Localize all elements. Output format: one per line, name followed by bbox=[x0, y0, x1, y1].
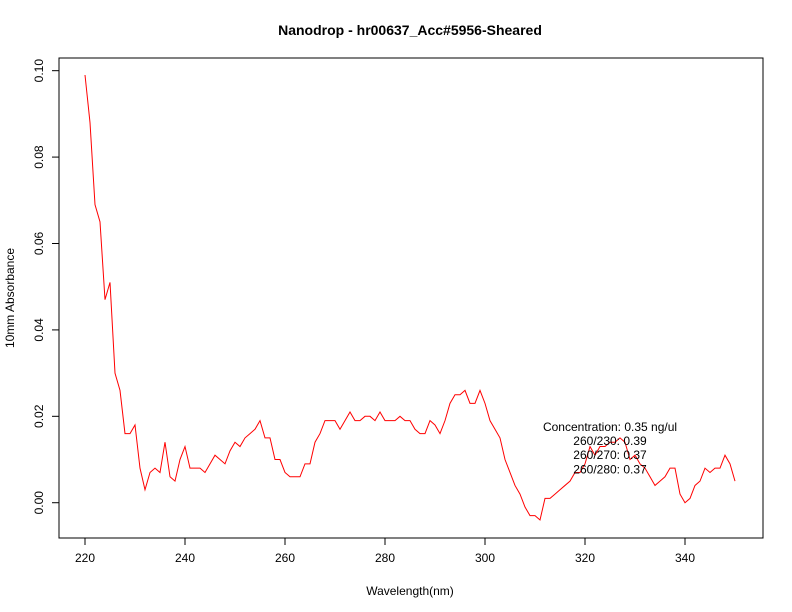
x-tick-label-300: 300 bbox=[475, 551, 495, 565]
x-tick-label-320: 320 bbox=[575, 551, 595, 565]
x-axis-label: Wavelength(nm) bbox=[366, 584, 454, 598]
chart-title: Nanodrop - hr00637_Acc#5956-Sheared bbox=[278, 22, 542, 38]
y-axis-label: 10mm Absorbance bbox=[3, 248, 17, 348]
y-axis: 0.00 0.02 0.04 0.06 0.08 0.10 bbox=[32, 59, 59, 515]
y-tick-label-0: 0.00 bbox=[32, 491, 46, 515]
x-tick-label-240: 240 bbox=[175, 551, 195, 565]
y-tick-label-5: 0.10 bbox=[32, 59, 46, 83]
x-tick-label-340: 340 bbox=[675, 551, 695, 565]
y-tick-label-2: 0.04 bbox=[32, 318, 46, 342]
annotation-1: 260/230: 0.39 bbox=[573, 434, 647, 448]
absorbance-line bbox=[84, 74, 736, 521]
x-tick-label-220: 220 bbox=[75, 551, 95, 565]
y-tick-label-4: 0.08 bbox=[32, 145, 46, 169]
annotation-2: 260/270: 0.37 bbox=[573, 448, 647, 462]
annotation-0: Concentration: 0.35 ng/ul bbox=[543, 420, 677, 434]
series-layer bbox=[84, 74, 736, 521]
y-tick-label-1: 0.02 bbox=[32, 404, 46, 428]
y-tick-label-3: 0.06 bbox=[32, 231, 46, 255]
plot-frame bbox=[58, 57, 764, 539]
annotation-3: 260/280: 0.37 bbox=[573, 462, 647, 476]
x-axis: 220 240 260 280 300 320 340 bbox=[75, 538, 695, 565]
x-tick-label-260: 260 bbox=[275, 551, 295, 565]
x-tick-label-280: 280 bbox=[375, 551, 395, 565]
